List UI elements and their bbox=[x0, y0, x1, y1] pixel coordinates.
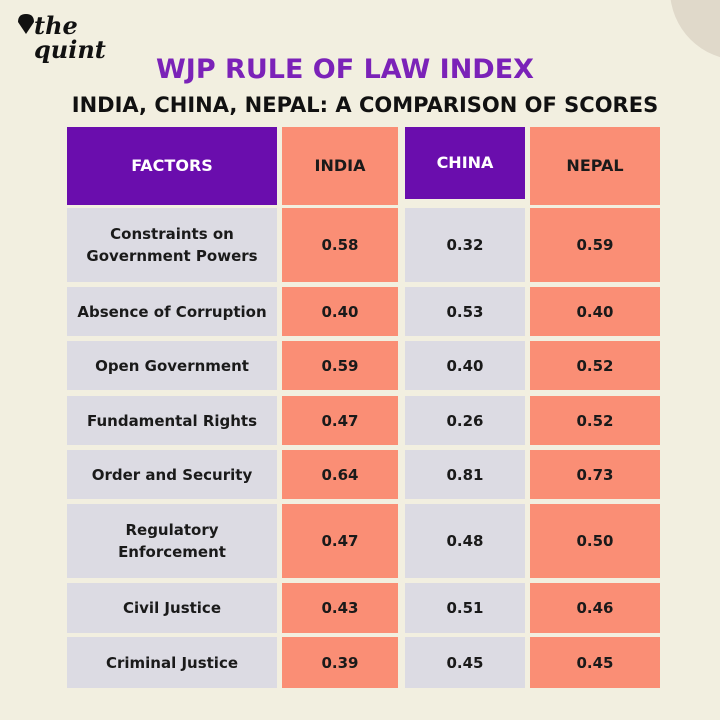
score-cell: 0.52 bbox=[530, 396, 660, 445]
score-cell: 0.32 bbox=[405, 208, 525, 282]
score-cell: 0.39 bbox=[282, 637, 398, 688]
column-header: NEPAL bbox=[530, 127, 660, 205]
score-cell: 0.43 bbox=[282, 583, 398, 633]
score-cell: 0.48 bbox=[405, 504, 525, 578]
score-cell: 0.46 bbox=[530, 583, 660, 633]
factor-cell: Criminal Justice bbox=[67, 637, 277, 688]
factor-cell: Absence of Corruption bbox=[67, 287, 277, 336]
score-cell: 0.40 bbox=[405, 341, 525, 390]
score-cell: 0.45 bbox=[530, 637, 660, 688]
factor-cell: Regulatory Enforcement bbox=[67, 504, 277, 578]
score-cell: 0.81 bbox=[405, 450, 525, 499]
logo: the quint bbox=[34, 11, 106, 64]
score-cell: 0.64 bbox=[282, 450, 398, 499]
score-cell: 0.26 bbox=[405, 396, 525, 445]
factor-cell: Civil Justice bbox=[67, 583, 277, 633]
score-cell: 0.53 bbox=[405, 287, 525, 336]
score-cell: 0.40 bbox=[530, 287, 660, 336]
logo-icon bbox=[18, 14, 34, 34]
corner-circle bbox=[670, 0, 720, 58]
factor-cell: Order and Security bbox=[67, 450, 277, 499]
factor-cell: Constraints on Government Powers bbox=[67, 208, 277, 282]
title: WJP RULE OF LAW INDEX bbox=[156, 54, 534, 85]
score-cell: 0.58 bbox=[282, 208, 398, 282]
score-cell: 0.50 bbox=[530, 504, 660, 578]
score-cell: 0.40 bbox=[282, 287, 398, 336]
score-cell: 0.59 bbox=[530, 208, 660, 282]
score-cell: 0.47 bbox=[282, 396, 398, 445]
score-cell: 0.45 bbox=[405, 637, 525, 688]
column-header: CHINA bbox=[405, 127, 525, 199]
score-cell: 0.51 bbox=[405, 583, 525, 633]
column-header: INDIA bbox=[282, 127, 398, 205]
score-cell: 0.59 bbox=[282, 341, 398, 390]
factor-cell: Open Government bbox=[67, 341, 277, 390]
subtitle: INDIA, CHINA, NEPAL: A COMPARISON OF SCO… bbox=[71, 93, 659, 117]
score-cell: 0.73 bbox=[530, 450, 660, 499]
score-cell: 0.47 bbox=[282, 504, 398, 578]
column-header: FACTORS bbox=[67, 127, 277, 205]
score-cell: 0.52 bbox=[530, 341, 660, 390]
factor-cell: Fundamental Rights bbox=[67, 396, 277, 445]
